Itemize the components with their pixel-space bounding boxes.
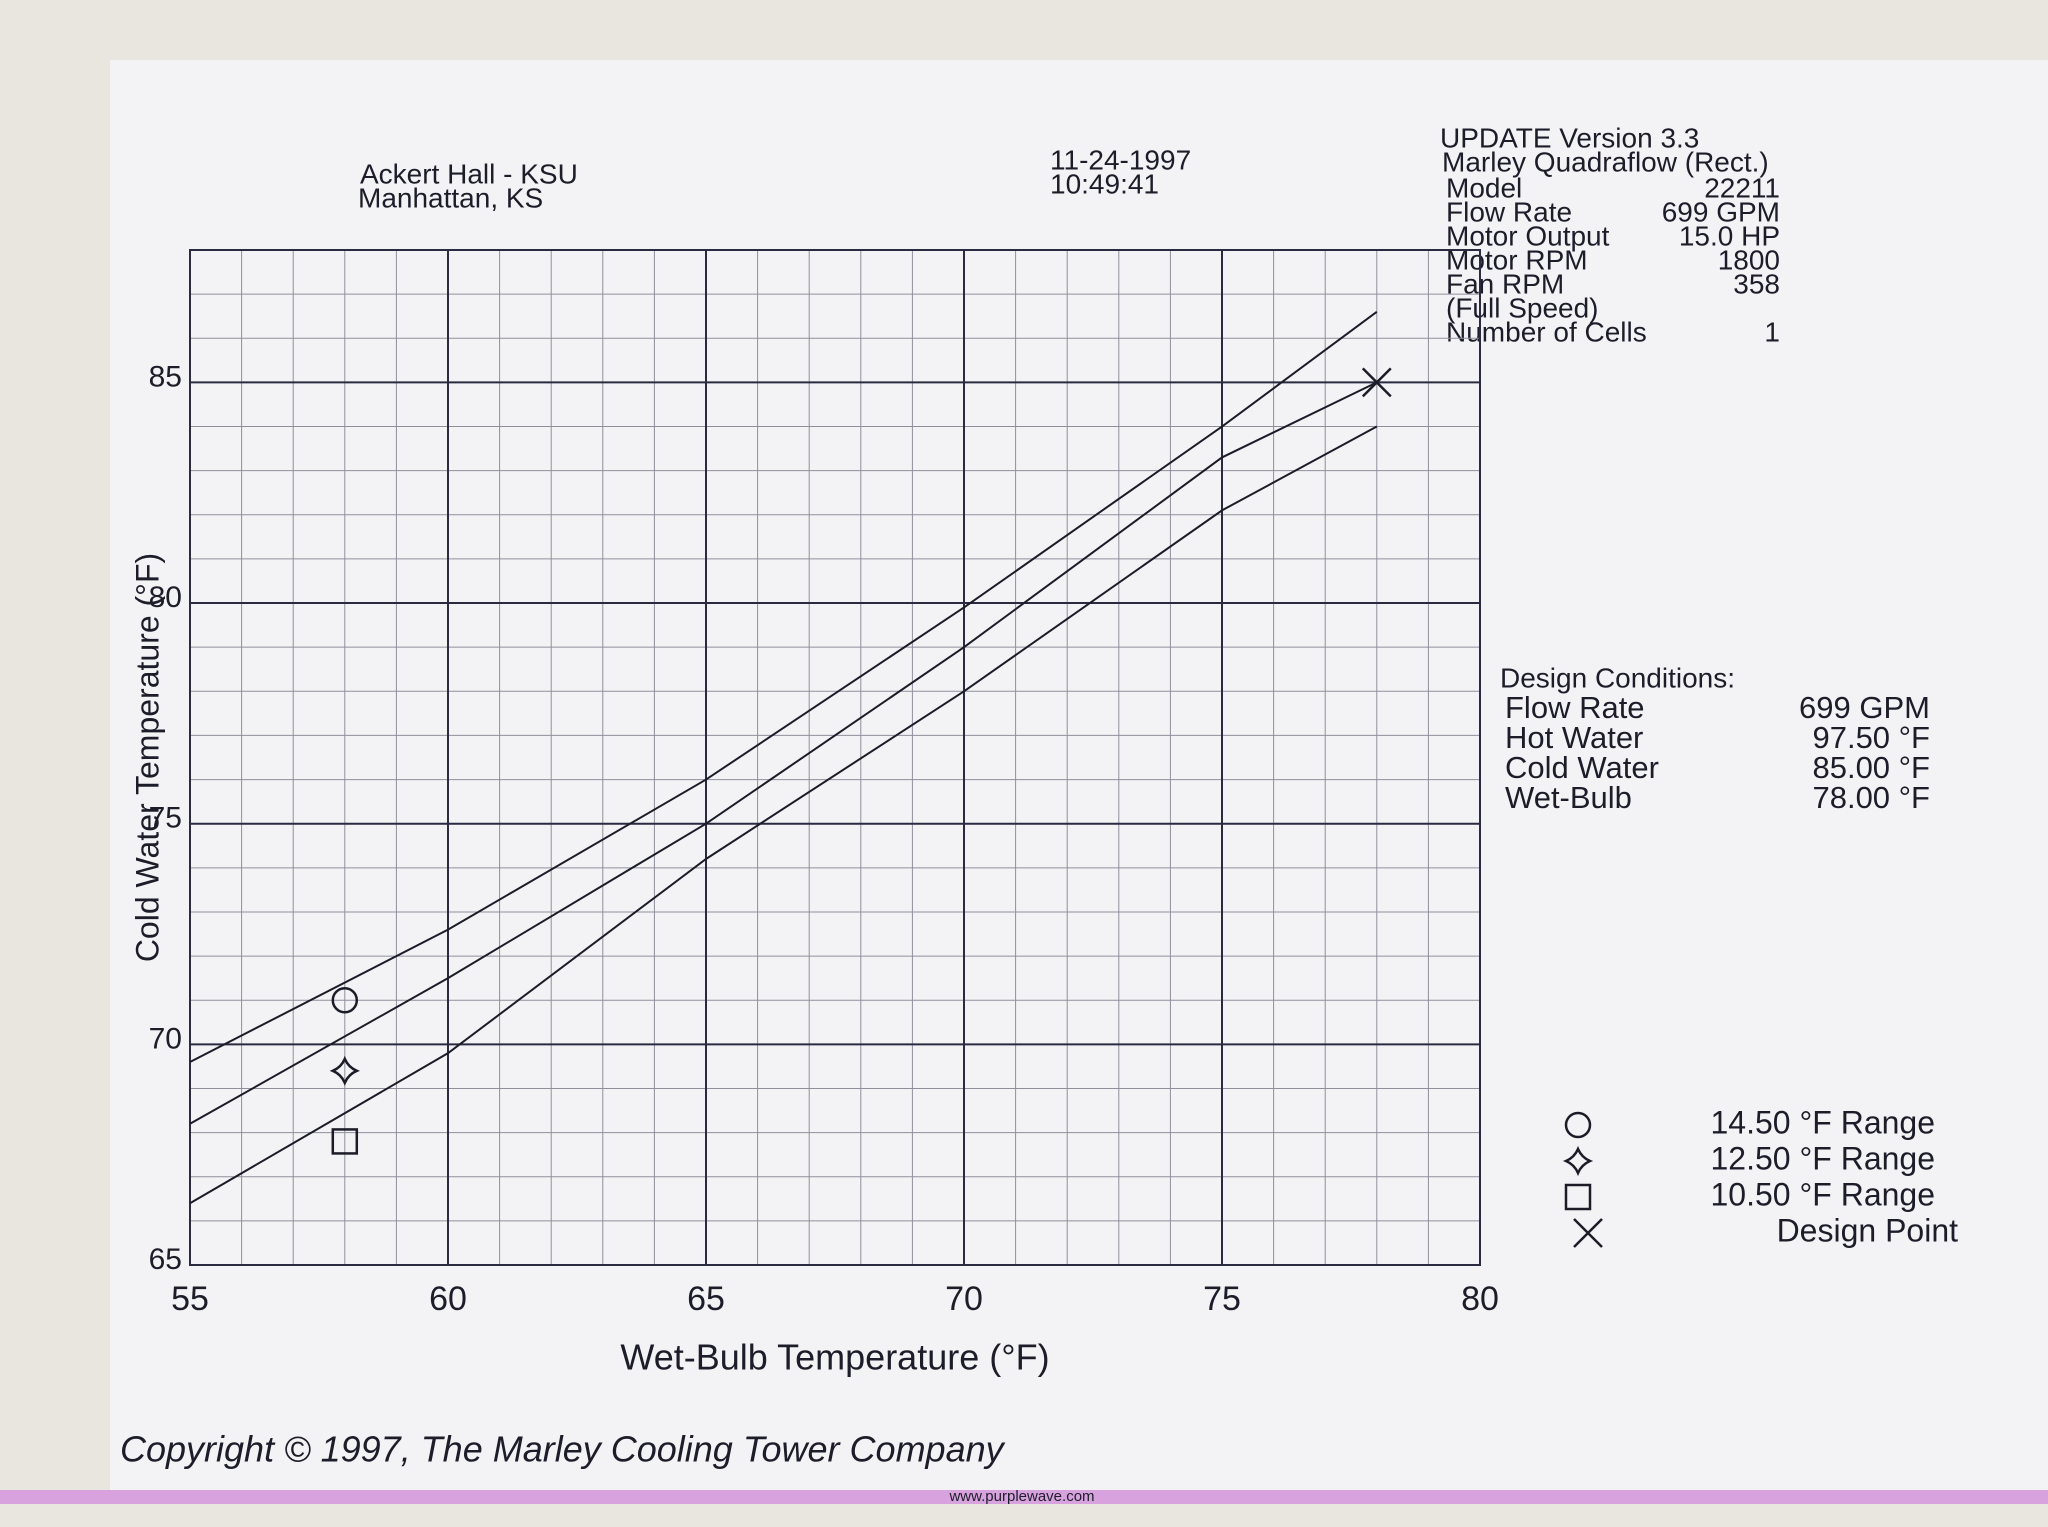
y-axis-label: Cold Water Temperature (°F) bbox=[129, 553, 165, 962]
legend-marker bbox=[1564, 1183, 1592, 1211]
watermark: www.purplewave.com bbox=[948, 1488, 1094, 1505]
design-title: Design Conditions: bbox=[1500, 662, 1735, 693]
legend-marker bbox=[1573, 1218, 1603, 1248]
x-tick-label: 55 bbox=[171, 1280, 209, 1318]
info-value: 22211 bbox=[1704, 172, 1780, 203]
marker bbox=[1361, 367, 1392, 398]
copyright: Copyright © 1997, The Marley Cooling Tow… bbox=[120, 1429, 1006, 1470]
date: 11-24-1997 bbox=[1050, 144, 1191, 175]
series-line bbox=[189, 425, 1378, 1205]
site-line: Ackert Hall - KSU bbox=[360, 158, 578, 189]
design-value: 97.50 °F bbox=[1812, 720, 1930, 755]
info-label: (Full Speed) bbox=[1446, 292, 1599, 323]
info-value: 699 GPM bbox=[1662, 196, 1780, 227]
series-line bbox=[189, 381, 1378, 1125]
design-label: Cold Water bbox=[1505, 750, 1659, 785]
watermark-bar bbox=[0, 1490, 2048, 1504]
info-label: Model bbox=[1446, 172, 1522, 203]
legend-label: 10.50 °F Range bbox=[1711, 1176, 1936, 1212]
y-tick-label: 85 bbox=[149, 360, 182, 393]
time: 10:49:41 bbox=[1050, 168, 1159, 199]
series-line bbox=[189, 310, 1378, 1063]
marker bbox=[331, 1128, 359, 1155]
y-tick-label: 65 bbox=[149, 1243, 182, 1276]
x-tick-label: 75 bbox=[1203, 1280, 1241, 1318]
legend-label: 12.50 °F Range bbox=[1711, 1140, 1936, 1176]
info-label: Number of Cells bbox=[1446, 316, 1647, 347]
x-tick-label: 60 bbox=[429, 1280, 467, 1318]
info-value: 1 bbox=[1764, 316, 1780, 347]
y-tick-label: 70 bbox=[149, 1022, 182, 1055]
x-tick-label: 70 bbox=[945, 1280, 983, 1318]
legend-marker bbox=[1564, 1111, 1592, 1139]
design-label: Flow Rate bbox=[1505, 690, 1645, 725]
x-axis-label: Wet-Bulb Temperature (°F) bbox=[620, 1337, 1049, 1378]
y-tick-label: 75 bbox=[149, 802, 182, 835]
marker bbox=[329, 1055, 360, 1087]
x-tick-label: 80 bbox=[1461, 1280, 1499, 1318]
legend-label: Design Point bbox=[1777, 1212, 1959, 1248]
marker bbox=[331, 986, 359, 1014]
legend-label: 14.50 °F Range bbox=[1711, 1104, 1936, 1140]
design-label: Wet-Bulb bbox=[1505, 780, 1632, 815]
design-value: 78.00 °F bbox=[1812, 780, 1930, 815]
x-tick-label: 65 bbox=[687, 1280, 725, 1318]
info-value: 15.0 HP bbox=[1679, 220, 1780, 251]
info-product: Marley Quadraflow (Rect.) bbox=[1442, 146, 1769, 177]
design-value: 699 GPM bbox=[1799, 690, 1930, 725]
design-label: Hot Water bbox=[1505, 720, 1643, 755]
y-tick-label: 80 bbox=[149, 581, 182, 614]
info-value: 358 bbox=[1733, 268, 1780, 299]
info-label: Motor Output bbox=[1446, 220, 1610, 251]
design-value: 85.00 °F bbox=[1812, 750, 1930, 785]
legend-marker bbox=[1562, 1145, 1594, 1177]
info-label: Flow Rate bbox=[1446, 196, 1572, 227]
info-value: 1800 bbox=[1718, 244, 1780, 275]
info-title: UPDATE Version 3.3 bbox=[1440, 122, 1699, 153]
site-line: Manhattan, KS bbox=[358, 182, 543, 213]
